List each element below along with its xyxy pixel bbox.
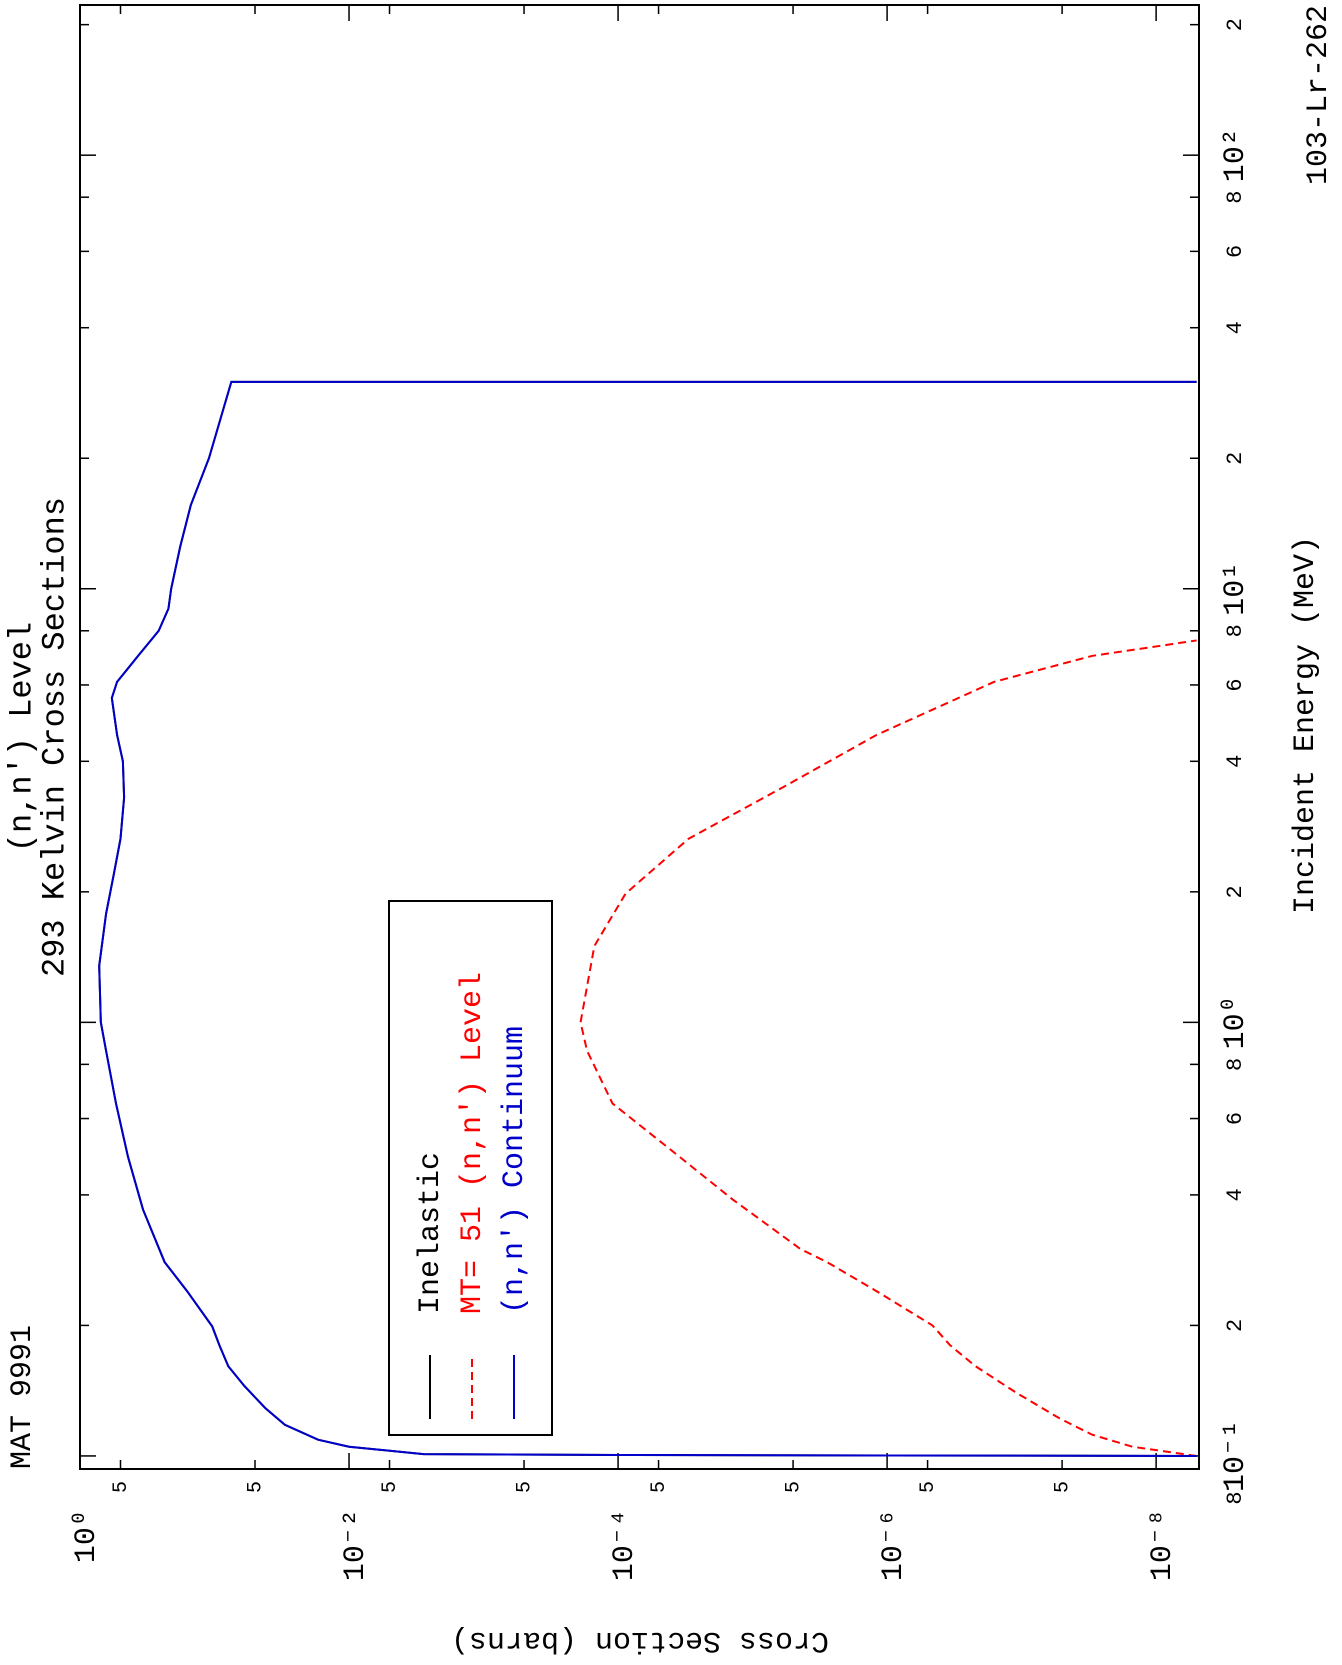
- x-tick-label: 10¹: [1219, 562, 1253, 616]
- y-tick-label: 5: [244, 1481, 267, 1493]
- legend-label: MT= 51 (n,n') Level: [456, 972, 490, 1314]
- rotated-plot: MAT 9991 (n,n') Level 293 Kelvin Cross S…: [3, 4, 1336, 1657]
- y-tick-label: 10⁻⁴: [608, 1509, 642, 1581]
- legend-box: [388, 900, 553, 1436]
- series-line: [98, 380, 1197, 1457]
- x-tick-label: 2: [1223, 18, 1248, 31]
- y-tick-label: 10⁻⁶: [877, 1509, 911, 1581]
- chart-subtitle: 293 Kelvin Cross Sections: [36, 497, 73, 977]
- y-tick-label: 10⁻²: [339, 1509, 373, 1581]
- y-tick-label: 5: [917, 1481, 940, 1493]
- x-tick-label: 4: [1223, 755, 1248, 768]
- y-tick-label: 5: [782, 1481, 805, 1493]
- legend-label: (n,n') Continuum: [498, 1026, 532, 1314]
- x-tick-label: 10⁰: [1219, 995, 1253, 1049]
- y-tick-label: 5: [513, 1481, 536, 1493]
- material-label: MAT 9991: [6, 1325, 40, 1469]
- plot-frame: [79, 4, 1200, 1470]
- x-tick-label: 6: [1223, 678, 1248, 691]
- isotope-label: 103-Lr-262: [1302, 5, 1336, 185]
- chart-title: (n,n') Level: [3, 622, 40, 852]
- x-tick-label: 8: [1223, 1491, 1248, 1504]
- x-tick-label: 6: [1223, 1112, 1248, 1125]
- y-tick-label: 10⁻⁸: [1146, 1509, 1180, 1581]
- y-tick-label: 5: [379, 1481, 402, 1493]
- x-tick-label: 4: [1223, 1188, 1248, 1201]
- series-line: [579, 639, 1197, 1457]
- x-tick-label: 10²: [1219, 128, 1253, 182]
- x-tick-label: 2: [1223, 1319, 1248, 1332]
- y-tick-label: 5: [648, 1481, 671, 1493]
- series-line: [98, 380, 1197, 1457]
- y-tick-label: 5: [1051, 1481, 1074, 1493]
- x-tick-label: 8: [1223, 624, 1248, 637]
- x-tick-label: 2: [1223, 452, 1248, 465]
- y-tick-label: 5: [110, 1481, 133, 1493]
- x-tick-label: 4: [1223, 321, 1248, 334]
- legend-label: Inelastic: [414, 1152, 448, 1314]
- x-tick-label: 8: [1223, 191, 1248, 204]
- x-axis-title: Incident Energy (MeV): [1289, 536, 1323, 914]
- x-tick-label: 10⁻¹: [1219, 1420, 1253, 1492]
- x-tick-label: 8: [1223, 1058, 1248, 1071]
- x-tick-label: 2: [1223, 885, 1248, 898]
- y-tick-label: 10⁰: [70, 1509, 104, 1563]
- y-axis-title: Cross Section (barns): [451, 1623, 829, 1657]
- x-tick-label: 6: [1223, 245, 1248, 258]
